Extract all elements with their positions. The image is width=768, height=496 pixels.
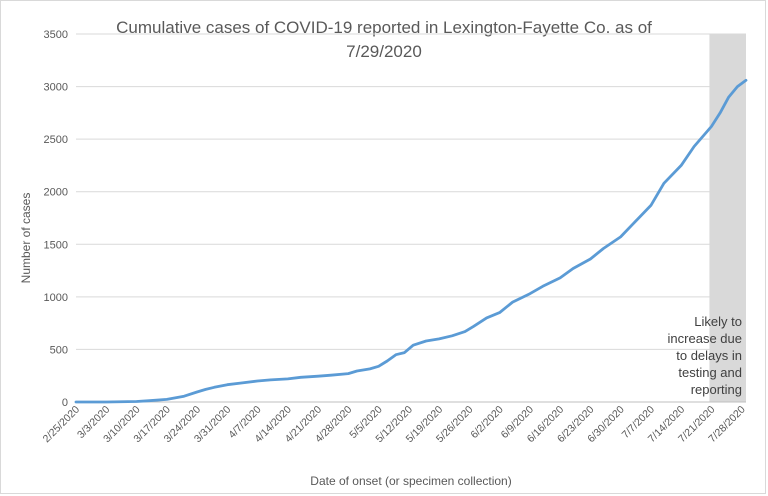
cumulative-cases-line [74,78,748,404]
y-tick-label: 500 [50,344,68,356]
y-tick-label: 1500 [44,239,68,251]
x-tick-label: 2/25/2020 [41,404,83,446]
annotation-line: increase due [668,331,742,346]
y-tick-label: 1000 [44,292,68,304]
y-tick-label: 0 [62,397,68,409]
annotation-line: to delays in [676,348,742,363]
annotation-line: Likely to [694,314,742,329]
y-tick-label: 2500 [44,134,68,146]
annotation-line: testing and [678,365,742,380]
y-tick-label: 3500 [44,29,68,41]
y-axis-title: Number of cases [19,193,33,284]
y-tick-label: 3000 [44,82,68,94]
shaded-reporting-delay-region [709,34,746,402]
y-tick-label: 2000 [44,187,68,199]
annotation-line: reporting [691,382,742,397]
chart-title-line-2: 7/29/2020 [346,42,422,61]
chart-title-line-1: Cumulative cases of COVID-19 reported in… [116,18,652,37]
x-axis-title: Date of onset (or specimen collection) [310,474,511,488]
